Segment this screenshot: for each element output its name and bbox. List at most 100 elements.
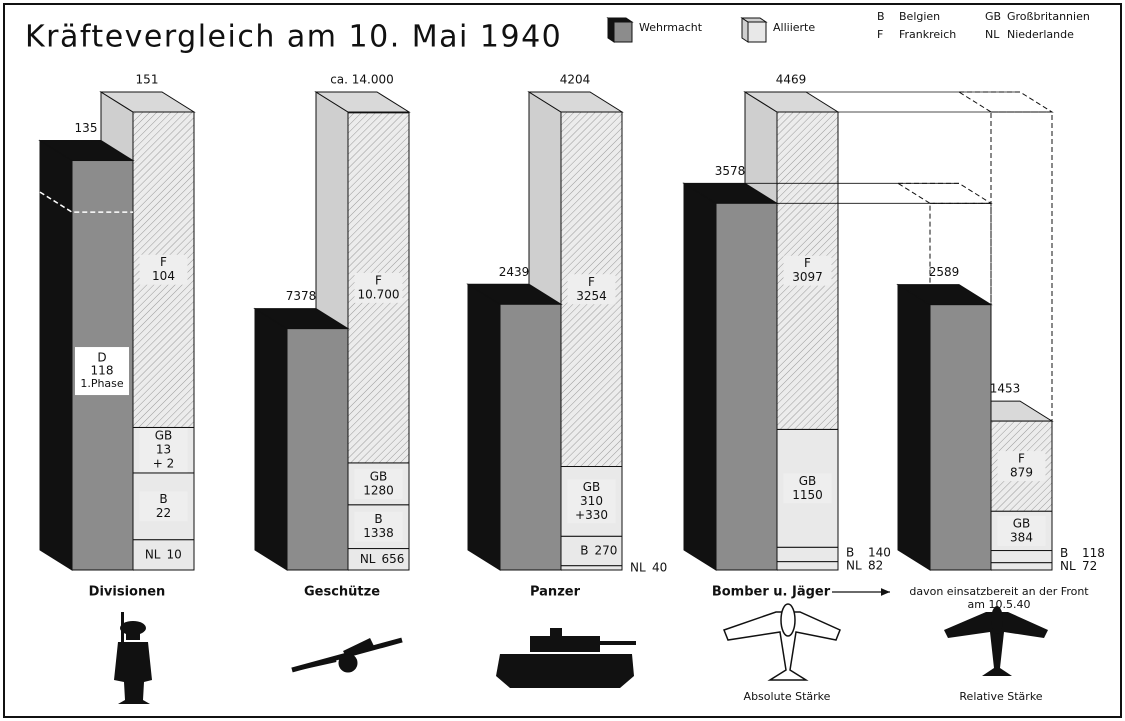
abbr-name: Niederlande xyxy=(1007,28,1074,41)
segment-value: 10 xyxy=(167,547,182,561)
label-bg xyxy=(567,274,616,305)
legend-swatch xyxy=(747,21,767,43)
legend: Wehrmacht Alliierte xyxy=(606,17,815,43)
category-label: Bomber u. Jäger xyxy=(712,585,831,600)
phase-box xyxy=(75,347,129,396)
segment-code: F xyxy=(588,275,595,289)
segment-code: F xyxy=(375,273,382,287)
segment-code: NL xyxy=(360,552,376,566)
segment-value: 13 xyxy=(156,443,171,457)
allied-segment xyxy=(560,535,623,567)
label-bg xyxy=(354,511,403,542)
label-bg xyxy=(354,272,403,303)
segment-code: GB xyxy=(370,469,388,483)
abbr-code: NL xyxy=(985,28,1000,41)
allied-segment xyxy=(560,565,623,571)
segment-value: 384 xyxy=(1010,530,1033,544)
wehrmacht-bar-side xyxy=(683,182,717,571)
segment-value: 3254 xyxy=(576,289,607,303)
segment-code: GB xyxy=(155,429,173,443)
fighter-icon xyxy=(944,606,1048,676)
label-bg xyxy=(783,255,832,286)
segment-value: 82 xyxy=(868,558,883,572)
label-bg xyxy=(139,491,188,522)
abbr-code: F xyxy=(877,28,883,41)
sublabel: Relative Stärke xyxy=(959,690,1042,703)
category-label: davon einsatzbereit an der Front xyxy=(909,585,1089,598)
segment-code: F xyxy=(160,255,167,269)
phase-label: 1.Phase xyxy=(80,377,124,390)
legend-swatch xyxy=(613,21,633,43)
bomber-icon xyxy=(723,603,841,681)
segment-value: 1280 xyxy=(363,483,394,497)
segment-code: NL xyxy=(846,558,862,572)
segment-code: NL xyxy=(1060,559,1076,573)
segment-value: 3097 xyxy=(792,270,823,284)
segment-value: 40 xyxy=(652,560,667,574)
total-label: 3578 xyxy=(715,164,746,178)
label-bg xyxy=(783,473,832,504)
segment-code: GB xyxy=(583,480,601,494)
segment-code: GB xyxy=(799,474,817,488)
label-bg xyxy=(997,451,1046,482)
abbr-name: Großbritannien xyxy=(1007,10,1090,23)
segment-value: + 2 xyxy=(153,457,175,471)
label-bg xyxy=(997,515,1046,546)
segment-code: B xyxy=(374,512,382,526)
wehrmacht-bar xyxy=(499,303,562,571)
wehrmacht-bar-side xyxy=(254,307,288,571)
phase-code: D xyxy=(97,351,106,365)
segment-value: 656 xyxy=(382,552,405,566)
wehrmacht-bar xyxy=(715,202,778,571)
allied-segment xyxy=(132,539,195,571)
segment-code: NL xyxy=(630,560,646,574)
abbr-code: B xyxy=(877,10,885,23)
allied-segment xyxy=(990,550,1053,564)
segment-value: 22 xyxy=(156,506,171,520)
phase-line xyxy=(39,191,133,213)
segment-code: F xyxy=(1018,452,1025,466)
allied-segment xyxy=(990,562,1053,571)
phase-value: 118 xyxy=(91,364,114,378)
segment-value: 879 xyxy=(1010,466,1033,480)
category-label: Divisionen xyxy=(89,585,166,600)
total-label: 135 xyxy=(75,121,98,135)
abbr-name: Frankreich xyxy=(899,28,956,41)
category-label: am 10.5.40 xyxy=(968,598,1031,611)
label-bg xyxy=(354,468,403,499)
legend-label: Wehrmacht xyxy=(639,21,703,34)
label-bg xyxy=(139,254,188,285)
total-label: 2439 xyxy=(499,265,530,279)
legend-label: Alliierte xyxy=(773,21,815,34)
wehrmacht-bar-side xyxy=(467,283,501,571)
segment-code: NL xyxy=(145,547,161,561)
segment-value: 1150 xyxy=(792,488,823,502)
total-label: 151 xyxy=(136,73,159,87)
total-label: 7378 xyxy=(286,289,317,303)
segment-value: 10.700 xyxy=(358,287,400,301)
segment-value: 118 xyxy=(1082,546,1105,560)
total-label: 4469 xyxy=(776,73,807,87)
segment-code: GB xyxy=(1013,516,1031,530)
category-label: Geschütze xyxy=(304,585,380,600)
category-label: Panzer xyxy=(530,585,581,600)
segment-value: 310 xyxy=(580,494,603,508)
abbr-name: Belgien xyxy=(899,10,940,23)
gun-icon xyxy=(291,637,403,673)
total-label: 4204 xyxy=(560,73,591,87)
segment-code: B xyxy=(1060,546,1068,560)
soldier-icon xyxy=(114,612,152,704)
wehrmacht-bar xyxy=(929,304,992,571)
title: Kräftevergleich am 10. Mai 1940 xyxy=(25,20,562,55)
label-bg xyxy=(139,428,188,473)
wehrmacht-bar xyxy=(286,328,349,571)
segment-value: 104 xyxy=(152,269,175,283)
segment-code: B xyxy=(580,543,588,557)
segment-code: B xyxy=(159,492,167,506)
tank-icon xyxy=(496,628,636,688)
wehrmacht-bar-side xyxy=(39,139,73,571)
total-label: 1453 xyxy=(990,382,1021,396)
abbr-code: GB xyxy=(985,10,1001,23)
segment-value: +330 xyxy=(575,508,608,522)
